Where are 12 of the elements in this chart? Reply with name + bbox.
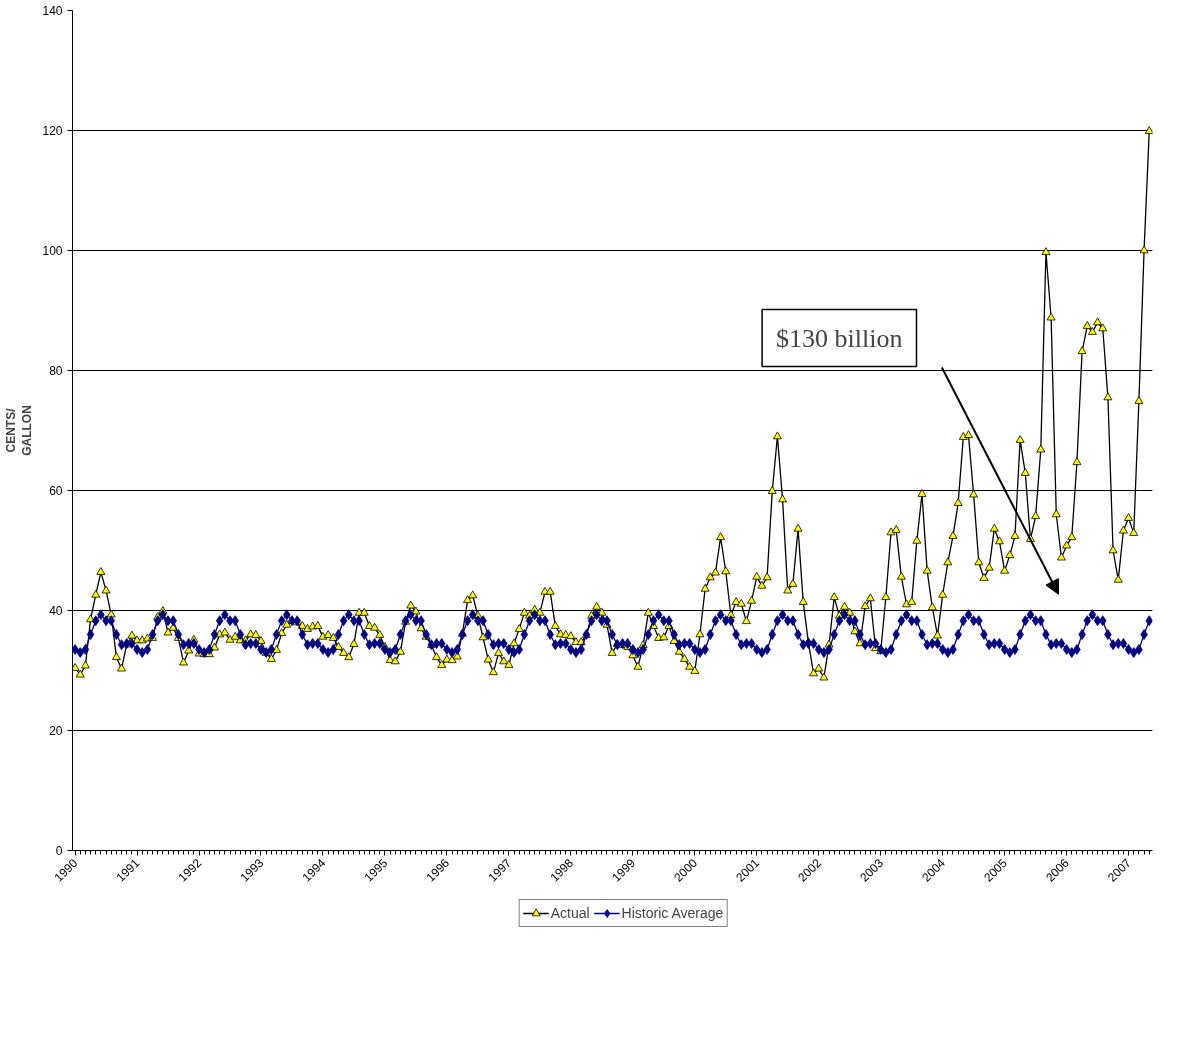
- y-axis-title: CENTS/ GALLON: [3, 405, 35, 456]
- y-tick-label: 120: [42, 124, 63, 138]
- y-tick-label: 60: [49, 484, 63, 498]
- y-tick-label: 140: [42, 4, 63, 18]
- y-tick-label: 0: [55, 844, 63, 858]
- y-tick-label: 40: [49, 604, 63, 618]
- annotation: $130 billion: [776, 323, 903, 353]
- y-tick-label: 100: [42, 244, 63, 258]
- y-tick-label: 20: [49, 724, 63, 738]
- legend-label: Actual: [550, 905, 590, 921]
- legend-label: Historic Average: [621, 905, 724, 921]
- y-tick-label: 80: [49, 364, 63, 378]
